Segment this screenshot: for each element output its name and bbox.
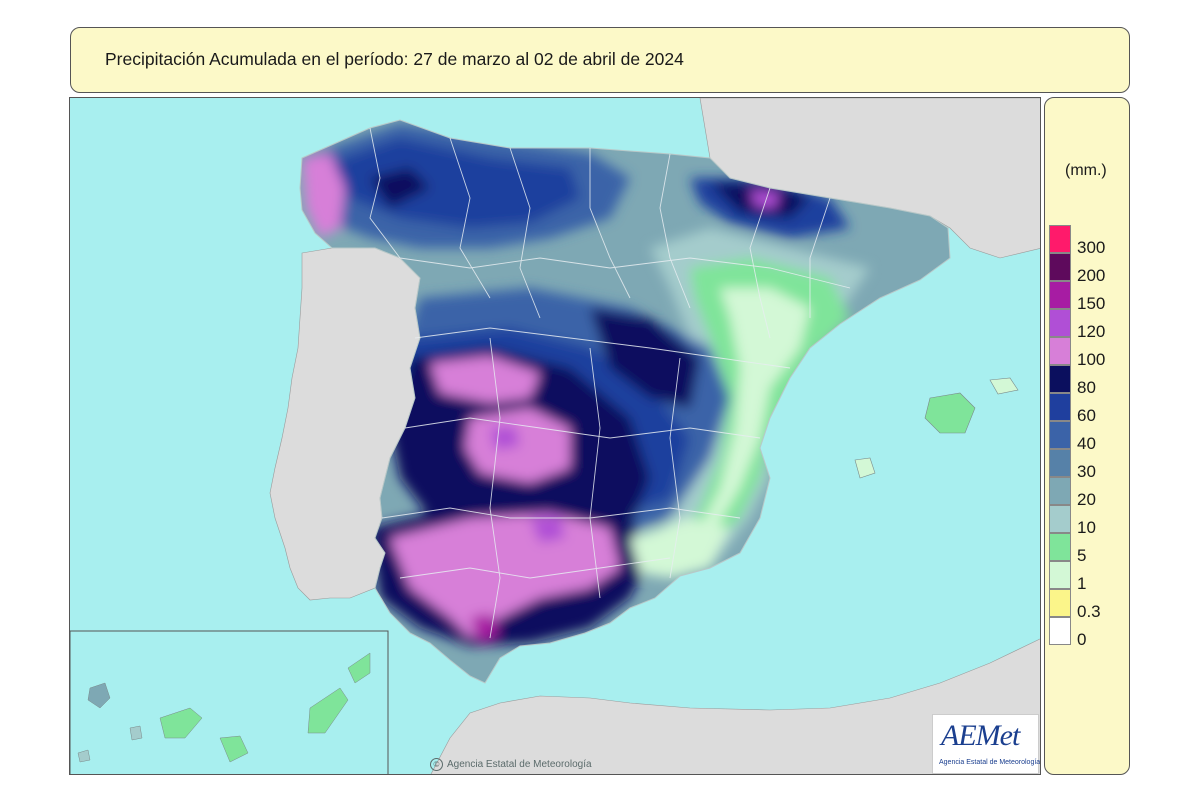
precipitation-map: AEMet Agencia Estatal de Meteorología © A… xyxy=(69,97,1041,775)
legend-tick-label: 60 xyxy=(1077,406,1096,425)
copyright-label: Agencia Estatal de Meteorología xyxy=(447,759,592,771)
legend-unit: (mm.) xyxy=(1065,162,1107,179)
legend-tick-label: 300 xyxy=(1077,238,1106,257)
copyright-icon: © xyxy=(430,758,443,771)
legend-tick-label: 150 xyxy=(1077,294,1106,313)
aemet-logo-subtitle: Agencia Estatal de Meteorología xyxy=(939,759,1041,766)
africa-land xyxy=(430,638,1040,774)
legend-swatch xyxy=(1049,281,1071,309)
legend-swatch xyxy=(1049,365,1071,393)
legend-swatch xyxy=(1049,505,1071,533)
legend-tick-label: 80 xyxy=(1077,378,1096,397)
legend-swatch xyxy=(1049,337,1071,365)
legend-tick-label: 0.3 xyxy=(1077,602,1101,621)
legend-tick-label: 10 xyxy=(1077,518,1096,537)
legend-tick-label: 30 xyxy=(1077,462,1096,481)
legend-tick-label: 200 xyxy=(1077,266,1106,285)
legend-tick-label: 100 xyxy=(1077,350,1106,369)
legend-swatch xyxy=(1049,561,1071,589)
legend-swatch xyxy=(1049,421,1071,449)
legend-tick-label: 40 xyxy=(1077,434,1096,453)
spain-outline xyxy=(299,119,951,684)
legend-swatch xyxy=(1049,617,1071,645)
map-title: Precipitación Acumulada en el período: 2… xyxy=(105,49,684,69)
canary-inset xyxy=(70,630,389,774)
legend-swatch xyxy=(1049,393,1071,421)
legend-swatch xyxy=(1049,253,1071,281)
legend-tick-label: 1 xyxy=(1077,574,1087,593)
legend-swatch xyxy=(1049,225,1071,253)
aemet-logo: AEMet xyxy=(941,719,1020,752)
legend-tick-label: 0 xyxy=(1077,630,1087,649)
copyright-text: © Agencia Estatal de Meteorología xyxy=(430,758,592,771)
aemet-logo-box: AEMet Agencia Estatal de Meteorología xyxy=(932,714,1041,774)
legend-panel: (mm.) 300 200 150 120 100 80 60 40 30 20 10 5 1 0.3 0 xyxy=(1044,97,1130,775)
map-canvas xyxy=(70,98,1040,774)
legend-swatch xyxy=(1049,589,1071,617)
legend-swatch xyxy=(1049,449,1071,477)
legend-swatch xyxy=(1049,477,1071,505)
legend-tick-label: 120 xyxy=(1077,322,1106,341)
title-box: Precipitación Acumulada en el período: 2… xyxy=(70,27,1130,93)
legend-tick-label: 20 xyxy=(1077,490,1096,509)
legend-swatch xyxy=(1049,533,1071,561)
province-boundaries xyxy=(369,127,851,639)
legend-tick-label: 5 xyxy=(1077,546,1087,565)
legend-swatch xyxy=(1049,309,1071,337)
balearic-islands xyxy=(854,377,1019,479)
